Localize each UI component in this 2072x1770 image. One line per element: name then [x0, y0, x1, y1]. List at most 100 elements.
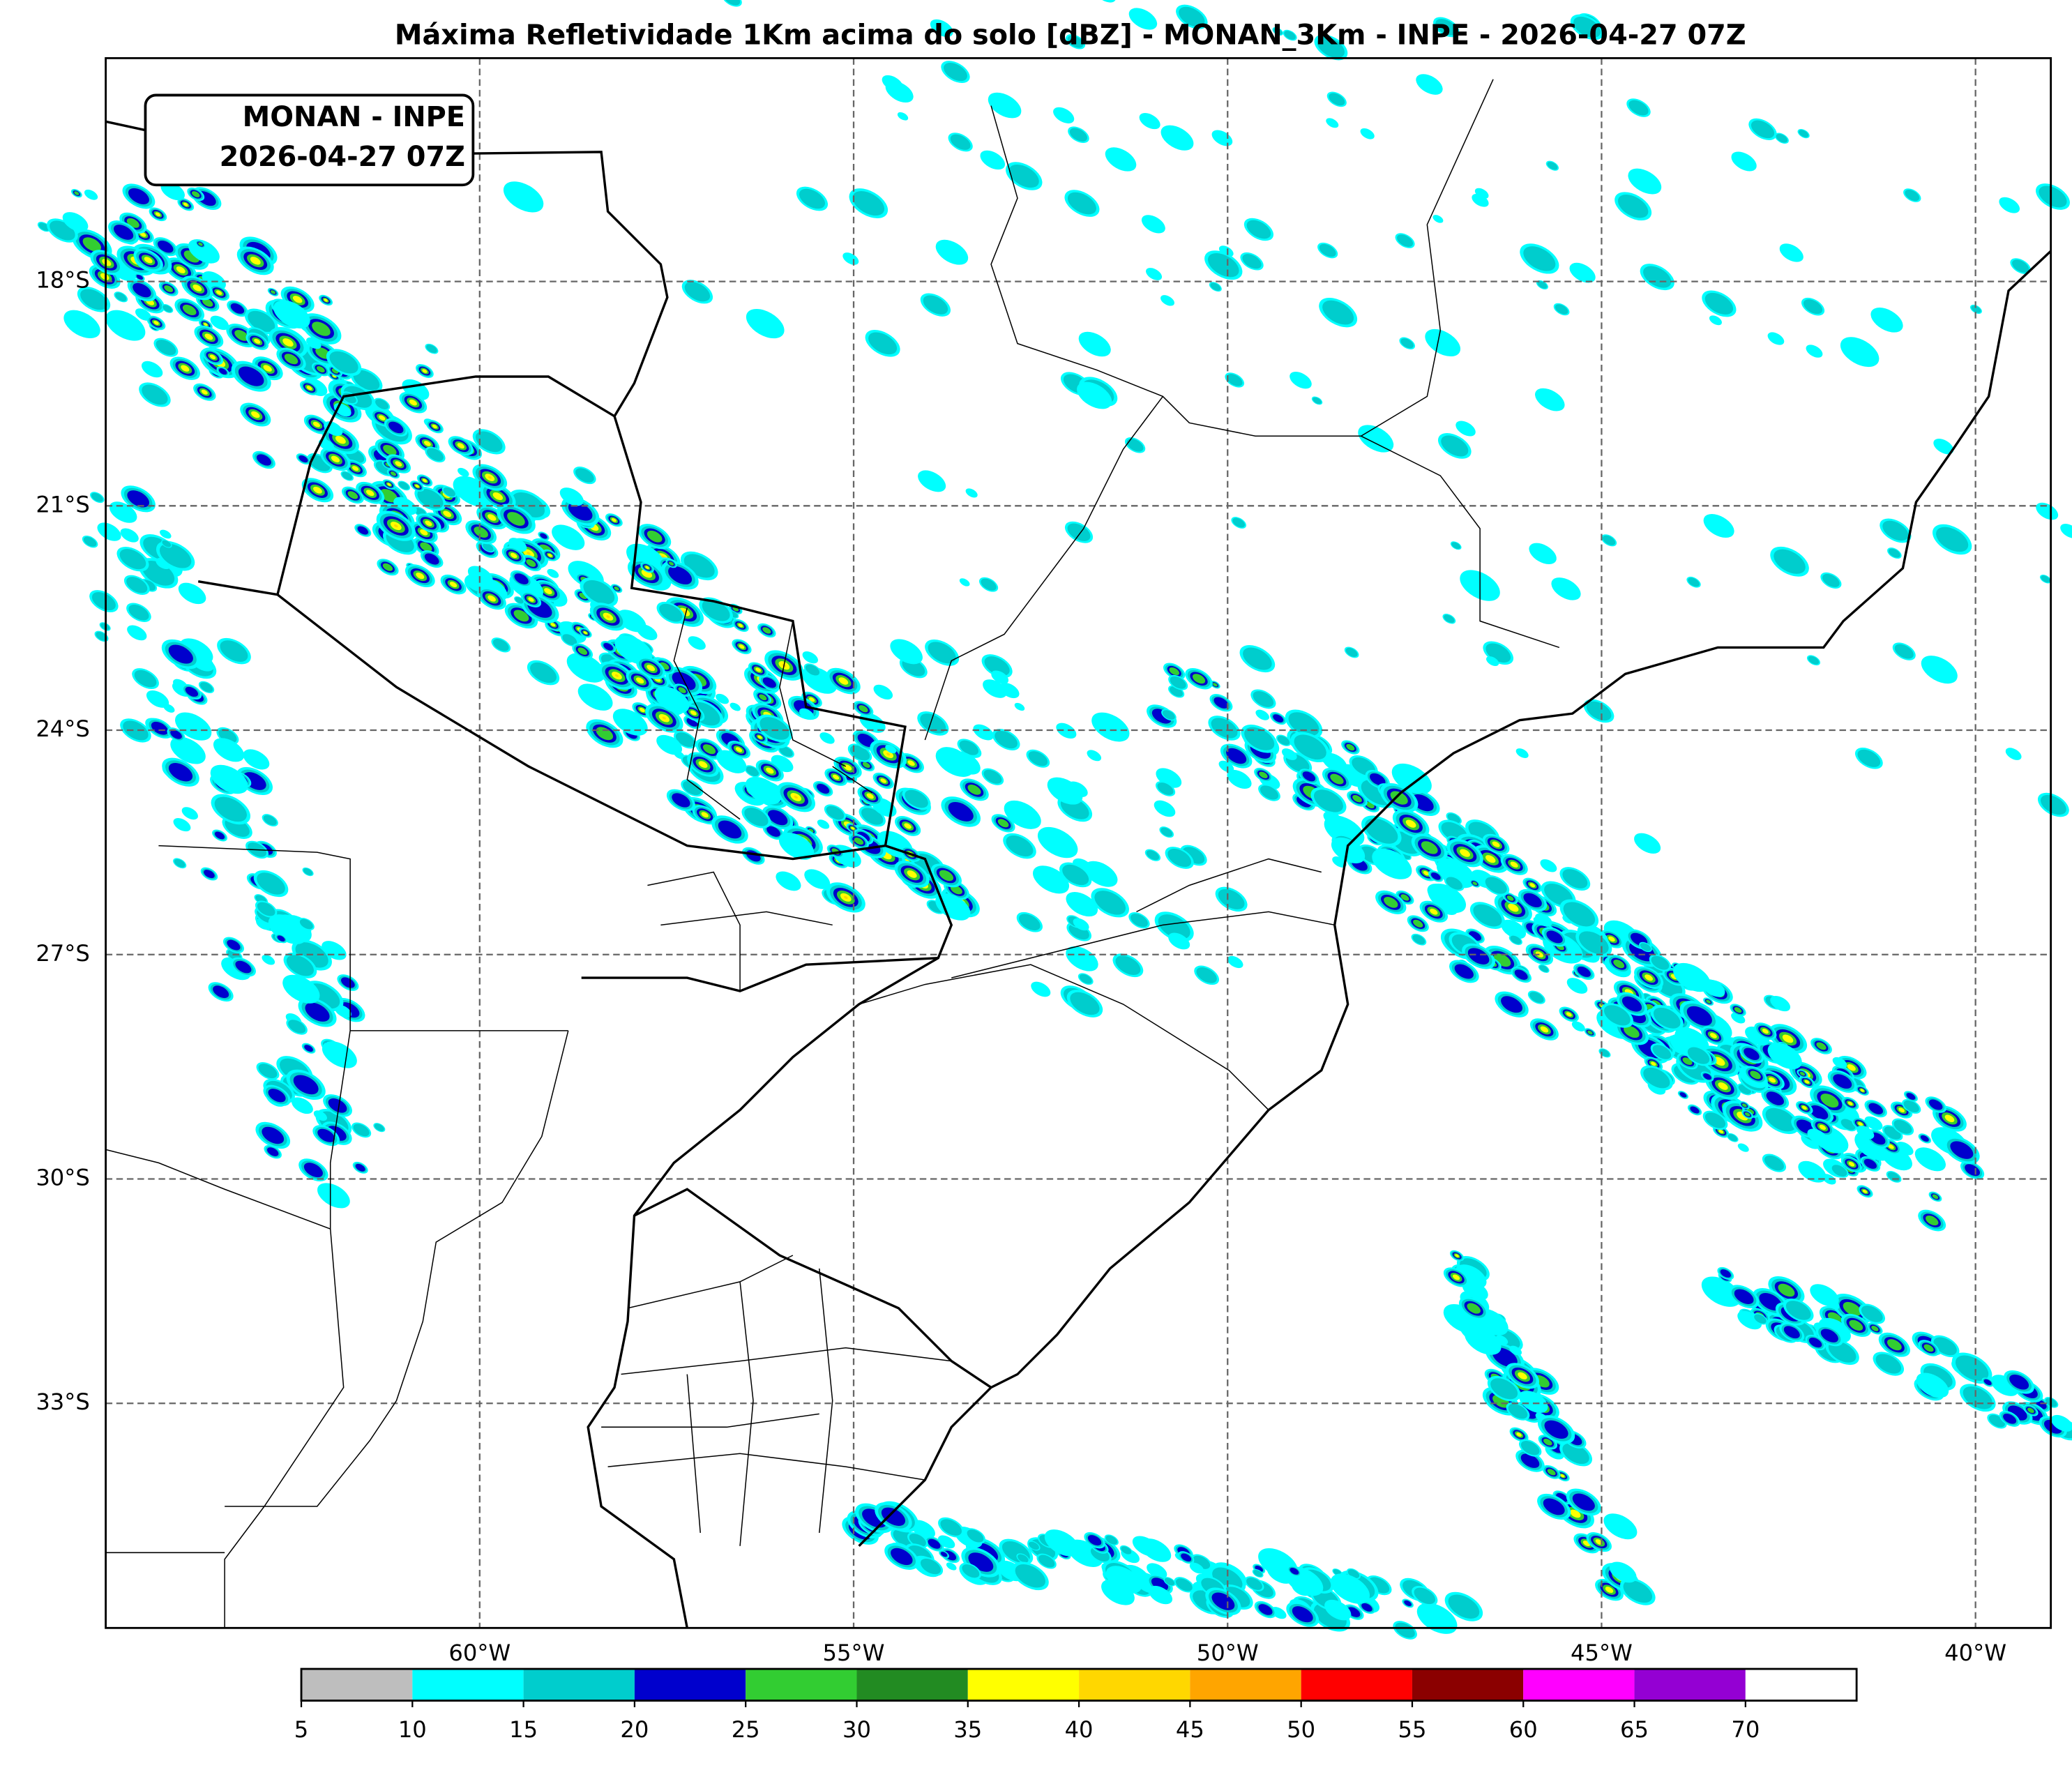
echo [422, 478, 428, 483]
echo [379, 415, 386, 421]
echo [907, 870, 917, 878]
echo [74, 191, 80, 195]
echo [288, 1020, 306, 1034]
echo [306, 386, 312, 391]
lon-tick-label: 40°W [1944, 1640, 2006, 1666]
echo [251, 411, 260, 418]
echo [243, 749, 270, 770]
echo [178, 582, 206, 605]
echo [170, 736, 206, 764]
echo [263, 365, 272, 372]
echo [227, 939, 241, 951]
echo [904, 823, 912, 829]
echo [510, 552, 517, 559]
lat-tick-label: 27°S [36, 940, 90, 967]
reflectivity-field [37, 0, 2072, 1640]
echo [409, 399, 417, 406]
echo [273, 300, 310, 328]
colorbar-tick-label: 5 [294, 1716, 309, 1743]
echo [204, 323, 208, 326]
colorbar-tick-label: 70 [1731, 1716, 1760, 1743]
echo [292, 296, 303, 303]
echo [568, 501, 593, 521]
echo [160, 181, 185, 201]
echo [547, 553, 552, 557]
echo [128, 188, 149, 204]
echo [654, 686, 690, 713]
colorbar-tick-label: 45 [1176, 1716, 1204, 1743]
echo [322, 1041, 357, 1068]
echo [267, 1147, 279, 1156]
echo [492, 492, 504, 501]
echo [735, 747, 743, 752]
echo [328, 1098, 347, 1113]
echo [146, 690, 169, 708]
echo [656, 734, 683, 755]
echo [317, 1183, 350, 1209]
echo [298, 455, 308, 463]
echo [127, 625, 147, 641]
map-title: Máxima Refletividade 1Km acima do solo [… [395, 20, 1746, 52]
echo [136, 274, 143, 280]
colorbar-tick-label: 15 [509, 1716, 538, 1743]
echo [757, 735, 762, 739]
echo [683, 780, 702, 796]
lat-tick-label: 18°S [36, 267, 90, 294]
echo [135, 308, 151, 321]
colorbar-segment [1190, 1669, 1301, 1701]
echo [174, 858, 186, 868]
echo [562, 634, 577, 646]
echo [317, 1128, 335, 1142]
echo [755, 667, 762, 672]
echo [424, 553, 439, 565]
echo [128, 604, 149, 621]
colorbar-segment [1301, 1669, 1412, 1701]
echo [379, 489, 398, 503]
echo [168, 644, 193, 664]
echo [215, 290, 222, 295]
echo [120, 528, 139, 543]
echo [854, 837, 864, 845]
echo [483, 543, 494, 552]
echo [127, 490, 150, 508]
echo [262, 1126, 285, 1144]
echo [614, 674, 619, 677]
colorbar-tick-label: 40 [1065, 1716, 1094, 1743]
echo [156, 340, 176, 356]
echo [487, 476, 492, 479]
echo [270, 290, 276, 294]
echo [394, 524, 398, 528]
echo [96, 632, 107, 641]
echo [387, 483, 391, 486]
colorbar-segment [1079, 1669, 1190, 1701]
echo [357, 526, 368, 535]
echo [457, 467, 469, 477]
echo [220, 640, 248, 662]
echo [162, 305, 172, 312]
echo [416, 572, 425, 580]
echo [91, 492, 103, 502]
echo [759, 694, 767, 701]
echo [38, 222, 50, 232]
echo [547, 568, 559, 578]
colorbar-tick-label: 60 [1509, 1716, 1538, 1743]
echo [351, 466, 359, 471]
echo [210, 315, 229, 331]
echo [82, 237, 102, 252]
echo [475, 431, 503, 453]
echo [606, 615, 610, 619]
echo [415, 484, 419, 488]
colorbar-tick-label: 55 [1398, 1716, 1426, 1743]
echo [160, 529, 172, 539]
echo [662, 716, 667, 720]
echo [530, 662, 557, 683]
echo [425, 520, 432, 527]
echo [395, 461, 402, 467]
echo [204, 333, 213, 340]
echo [668, 561, 674, 566]
echo [335, 435, 346, 444]
echo [312, 421, 320, 428]
colorbar-tick-label: 65 [1620, 1716, 1649, 1743]
echo [257, 902, 275, 916]
